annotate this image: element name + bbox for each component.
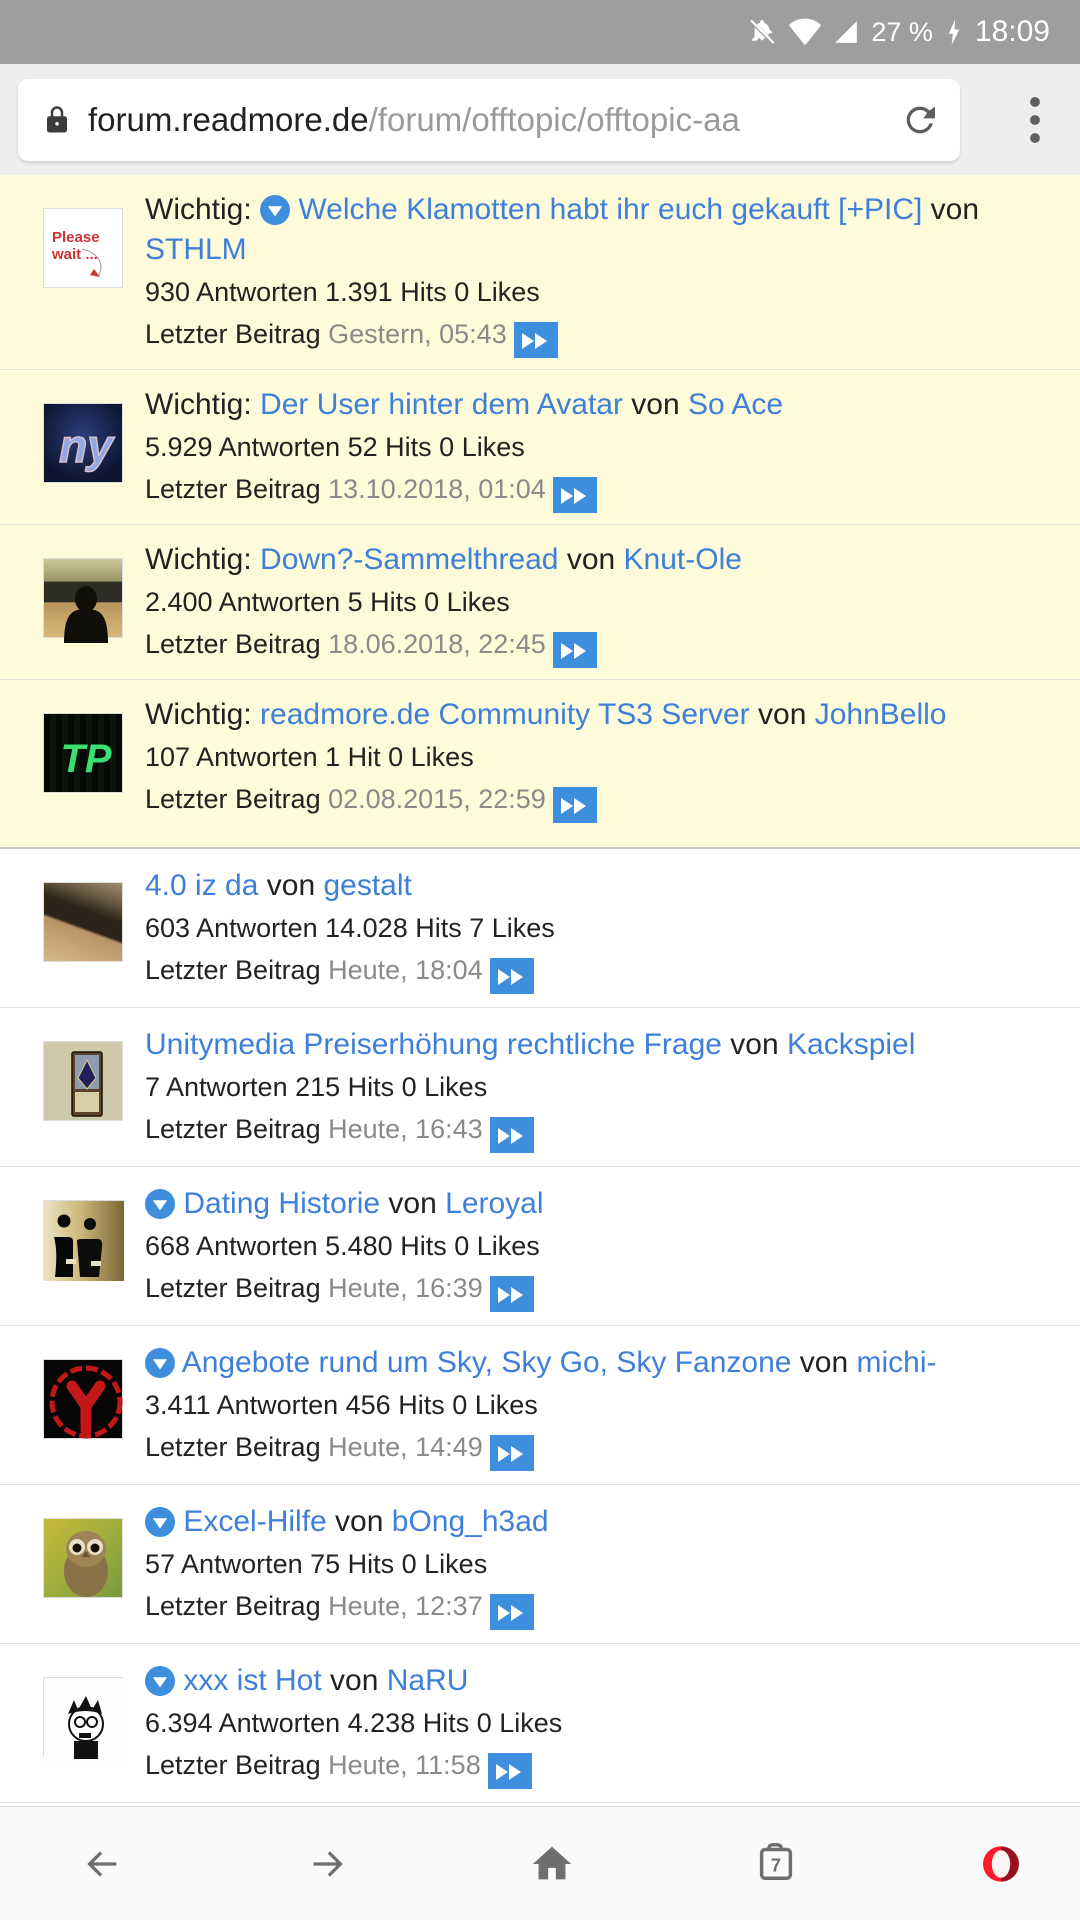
svg-text:ny: ny bbox=[59, 420, 115, 472]
svg-text:TP: TP bbox=[60, 737, 111, 781]
svg-text:7: 7 bbox=[771, 1856, 781, 1876]
